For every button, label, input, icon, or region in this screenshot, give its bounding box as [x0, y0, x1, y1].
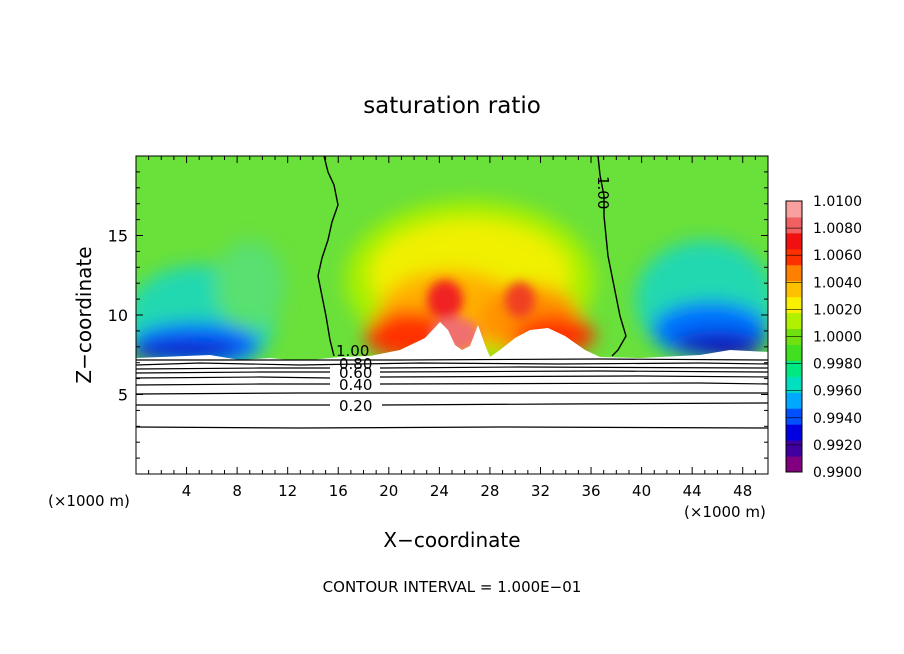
contour-label: 1.00: [594, 176, 612, 209]
contour-label: 0.20: [339, 397, 372, 415]
colorbar-swatch: [786, 312, 802, 330]
x-tick-label: 4: [182, 482, 192, 500]
colorbar-label: 0.9980: [813, 357, 862, 373]
contour-line-0.20: [136, 402, 768, 406]
contour-line-8: [136, 426, 768, 429]
contour-labels: 1.001.000.800.600.400.20: [336, 176, 612, 415]
x-tick-label: 12: [278, 482, 297, 500]
colorbar-label: 1.0040: [813, 275, 862, 291]
colorbar-label: 0.9920: [813, 438, 862, 454]
x-unit-right: (×1000 m): [684, 503, 766, 521]
contour-line-4: [136, 370, 768, 374]
y-tick-label: 15: [108, 227, 128, 246]
x-tick-label: 44: [683, 482, 702, 500]
x-tick-label: 28: [480, 482, 499, 500]
colorbar-label: 1.0000: [813, 330, 862, 346]
colorbar-swatch: [786, 456, 802, 473]
colorbar-swatch: [786, 216, 802, 234]
colorbar-swatch: [786, 360, 802, 377]
contour-line-1.00-left: [317, 156, 339, 357]
colorbar-swatch: [786, 280, 802, 298]
colorbar-swatch: [786, 440, 802, 457]
y-axis-label: Z−coordinate: [72, 246, 96, 383]
terrain-ground: [136, 322, 768, 474]
colorbar-label: 0.9960: [813, 384, 862, 400]
y-tick-label: 5: [118, 386, 128, 405]
colorbar-label: 1.0020: [813, 302, 862, 318]
colorbar-label: 0.9900: [813, 465, 862, 481]
x-tick-label: 24: [430, 482, 449, 500]
x-tick-label: 36: [581, 482, 600, 500]
x-tick-label: 48: [733, 482, 752, 500]
contour-line-6: [136, 382, 768, 386]
x-tick-label: 40: [632, 482, 651, 500]
contour-interval-text: CONTOUR INTERVAL = 1.000E−01: [323, 578, 582, 596]
x-unit-left: (×1000 m): [48, 492, 130, 510]
contour-line-1.00-right: [597, 156, 627, 357]
y-tick-label: 10: [108, 306, 128, 325]
colorbar-swatch: [786, 296, 802, 314]
colorbar-swatch: [786, 424, 802, 441]
contour-label: 0.40: [339, 376, 372, 394]
colorbar-swatch: [786, 264, 802, 282]
colorbar-swatch: [786, 344, 802, 361]
y-axis: 5 10 15: [108, 171, 768, 459]
colorbar-label: 1.0100: [813, 194, 862, 210]
colorbar-swatch: [786, 248, 802, 266]
colorbar-swatch: [786, 392, 802, 409]
colorbar-swatch: [786, 376, 802, 393]
colorbar-label: 1.0060: [813, 248, 862, 264]
contour-line-5: [136, 375, 768, 379]
contour-line-3: [136, 366, 768, 370]
x-tick-label: 32: [531, 482, 550, 500]
x-axis: 4 8 12 16 20 24 28 32 36 40 44 48: [148, 156, 769, 500]
contour-label: 0.80: [339, 355, 372, 373]
colorbar-label: 1.0080: [813, 221, 862, 237]
contour-line-2: [136, 362, 768, 366]
colorbar-label: 0.9940: [813, 411, 862, 427]
colorbar-swatch: [786, 232, 802, 250]
contour-line-1: [136, 358, 768, 361]
x-axis-label: X−coordinate: [383, 528, 520, 552]
x-tick-label: 8: [232, 482, 242, 500]
colorbar: 1.0100 1.0080 1.0060 1.0040 1.0020 1.0000 0.99…: [785, 194, 862, 481]
chart-title: saturation ratio: [363, 93, 541, 119]
x-tick-label: 20: [379, 482, 398, 500]
x-tick-label: 16: [329, 482, 348, 500]
colorbar-swatch: [786, 408, 802, 425]
colorbar-swatch: [786, 201, 802, 218]
contour-label: 1.00: [336, 342, 369, 360]
contour-label: 0.60: [339, 364, 372, 382]
contour-line-7: [136, 392, 768, 395]
heatmap-field: [136, 156, 768, 474]
